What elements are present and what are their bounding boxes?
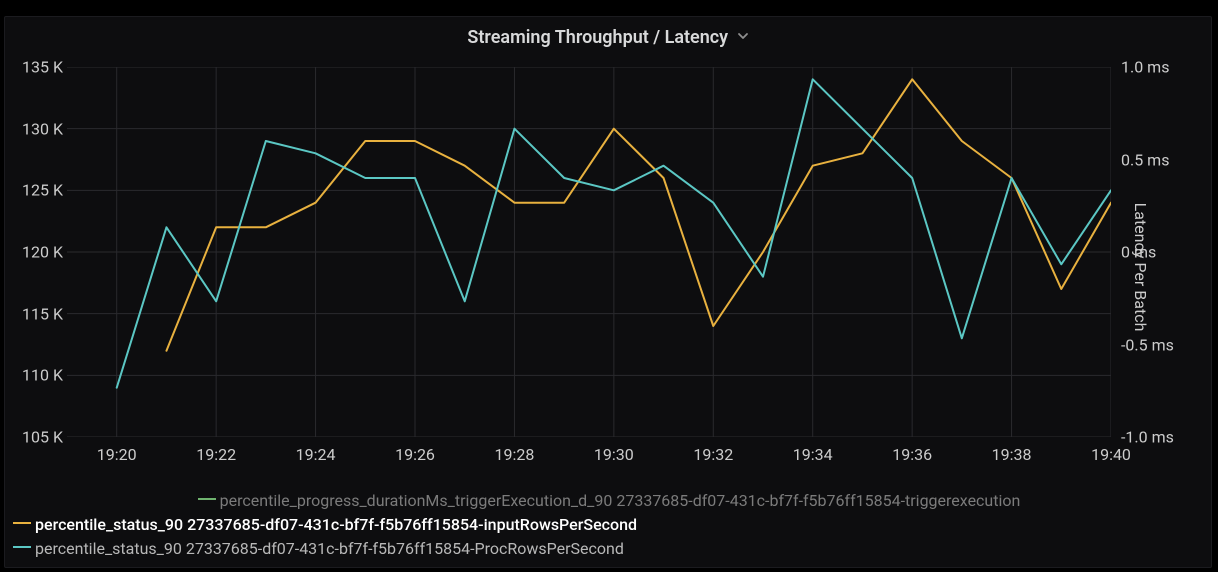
y-right-tick-label: 1.0 ms xyxy=(1121,58,1181,77)
x-tick-label: 19:26 xyxy=(395,445,435,464)
series-line xyxy=(166,79,1111,350)
x-axis-labels: 19:20 19:22 19:24 19:26 19:28 19:30 19:32 19:34… xyxy=(67,441,1111,467)
y-left-tick-label: 120 K xyxy=(13,243,63,262)
legend-label: percentile_progress_durationMs_triggerEx… xyxy=(220,491,1021,510)
legend-swatch xyxy=(13,522,31,524)
legend-item[interactable]: percentile_status_90 27337685-df07-431c-… xyxy=(9,537,1205,561)
legend-item[interactable]: percentile_progress_durationMs_triggerEx… xyxy=(9,489,1205,513)
legend-swatch xyxy=(13,546,31,548)
y-axis-left-labels: 105 K110 K115 K120 K125 K130 K135 K xyxy=(13,67,63,437)
chart-panel: Streaming Throughput / Latency 105 K 110 … xyxy=(4,16,1212,568)
legend-item[interactable]: percentile_status_90 27337685-df07-431c-… xyxy=(9,513,1205,537)
y-left-tick-label: 135 K xyxy=(13,58,63,77)
y-right-tick-label: -0.5 ms xyxy=(1121,335,1181,354)
x-tick-label: 19:30 xyxy=(594,445,634,464)
x-tick-label: 19:22 xyxy=(196,445,236,464)
legend-label: percentile_status_90 27337685-df07-431c-… xyxy=(35,515,637,534)
x-tick-label: 19:40 xyxy=(1091,445,1131,464)
y-left-tick-label: 115 K xyxy=(13,304,63,323)
plot-area[interactable] xyxy=(67,67,1111,437)
chart-svg xyxy=(67,67,1111,437)
chevron-down-icon[interactable] xyxy=(737,30,749,46)
x-tick-label: 19:34 xyxy=(793,445,833,464)
x-tick-label: 19:38 xyxy=(992,445,1032,464)
x-tick-label: 19:20 xyxy=(97,445,137,464)
x-tick-label: 19:36 xyxy=(892,445,932,464)
y-right-tick-label: 0.5 ms xyxy=(1121,150,1181,169)
x-tick-label: 19:28 xyxy=(495,445,535,464)
legend-label: percentile_status_90 27337685-df07-431c-… xyxy=(35,539,624,558)
y-left-tick-label: 105 K xyxy=(13,428,63,447)
chart-area: 105 K110 K115 K120 K125 K130 K135 K -1.0… xyxy=(5,67,1211,467)
y-left-tick-label: 130 K xyxy=(13,119,63,138)
x-tick-label: 19:24 xyxy=(296,445,336,464)
panel-title-bar[interactable]: Streaming Throughput / Latency xyxy=(5,17,1211,54)
y-left-tick-label: 125 K xyxy=(13,181,63,200)
right-axis-title: Latency Per Batch xyxy=(1131,203,1150,332)
legend[interactable]: percentile_progress_durationMs_triggerEx… xyxy=(9,489,1205,561)
x-tick-label: 19:32 xyxy=(693,445,733,464)
legend-swatch xyxy=(198,498,216,500)
y-right-tick-label: -1.0 ms xyxy=(1121,428,1181,447)
panel-title: Streaming Throughput / Latency xyxy=(467,27,728,48)
y-left-tick-label: 110 K xyxy=(13,366,63,385)
